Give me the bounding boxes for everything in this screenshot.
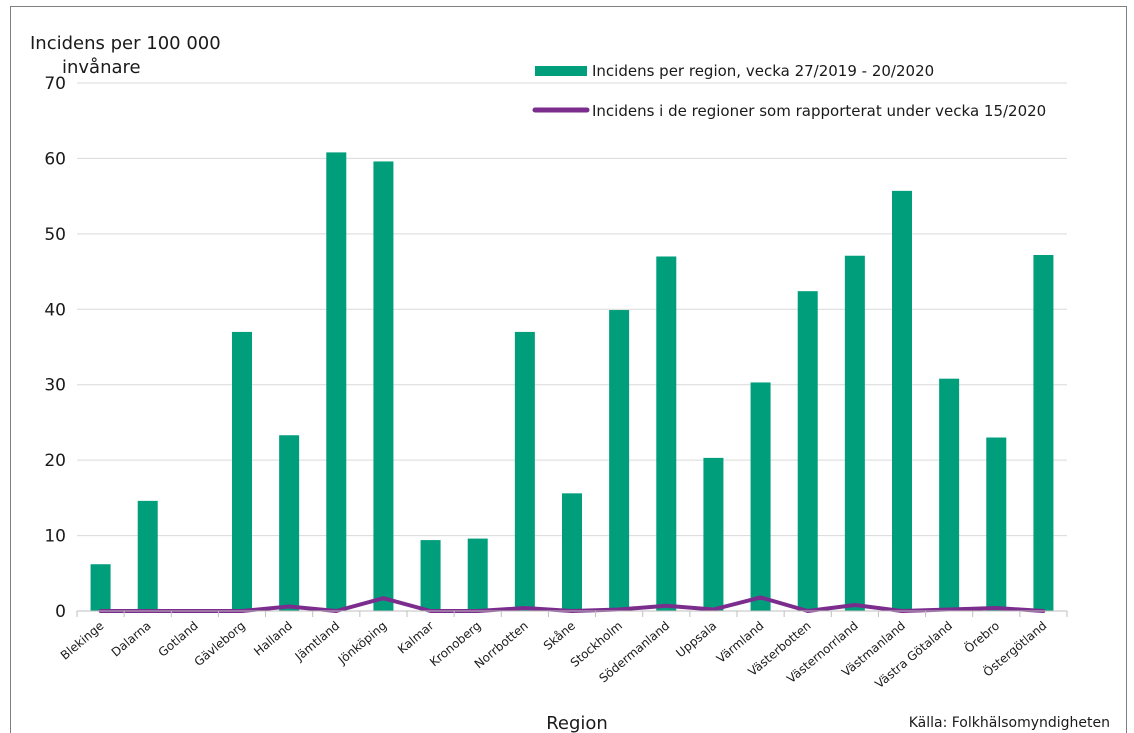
y-tick-label: 70 <box>44 74 66 94</box>
x-tick-label: Uppsala <box>673 619 719 661</box>
bar <box>514 331 535 611</box>
x-tick-label: Jämtland <box>292 619 343 665</box>
bar <box>939 378 960 611</box>
x-tick-label: Skåne <box>541 619 578 653</box>
y-tick-label: 50 <box>44 225 66 245</box>
bar <box>844 255 865 611</box>
legend-label-line: Incidens i de regioner som rapporterat u… <box>592 102 1046 120</box>
y-axis-title-line1: Incidens per 100 000 <box>30 33 221 54</box>
bar <box>797 291 818 611</box>
bar <box>562 493 582 611</box>
bar <box>373 161 394 611</box>
legend-label-bars: Incidens per region, vecka 27/2019 - 20/… <box>592 62 934 80</box>
x-tick-label: Gävleborg <box>192 619 248 669</box>
x-tick-label: Halland <box>251 619 295 659</box>
bar <box>137 500 158 611</box>
x-tick-label: Blekinge <box>58 619 107 663</box>
bar <box>892 190 912 611</box>
chart-border <box>10 6 1127 733</box>
y-tick-label: 30 <box>44 376 66 396</box>
legend: Incidens per region, vecka 27/2019 - 20/… <box>532 62 1046 120</box>
bar <box>467 538 488 611</box>
y-axis-ticks: 0 10 20 30 40 50 60 70 <box>44 74 66 622</box>
bar <box>279 435 300 611</box>
x-tick-label: Jönköping <box>335 619 390 668</box>
bar <box>703 457 724 611</box>
bar <box>986 437 1007 611</box>
x-axis <box>76 610 1068 617</box>
bar <box>420 540 441 611</box>
y-axis-title-line2: invånare <box>62 57 141 78</box>
bar <box>609 310 630 611</box>
x-tick-label: Kalmar <box>395 619 436 657</box>
bar <box>656 256 677 611</box>
y-tick-label: 0 <box>55 602 66 622</box>
x-axis-title: Region <box>546 713 608 733</box>
bar <box>90 564 111 611</box>
x-tick-label: Gotland <box>156 619 201 660</box>
bar-series <box>90 152 1054 611</box>
legend-swatch-bars <box>535 66 587 76</box>
y-tick-label: 10 <box>44 527 66 547</box>
y-tick-label: 40 <box>44 300 66 320</box>
y-tick-label: 20 <box>44 451 66 471</box>
bar <box>1033 254 1054 611</box>
x-tick-label: Dalarna <box>109 619 154 660</box>
x-tick-label: Örebro <box>960 617 1002 656</box>
bar <box>326 152 347 611</box>
gridlines <box>77 82 1067 537</box>
bar <box>232 331 252 611</box>
y-tick-label: 60 <box>44 149 66 169</box>
bar <box>750 382 771 611</box>
source-note: Källa: Folkhälsomyndigheten <box>909 715 1110 731</box>
